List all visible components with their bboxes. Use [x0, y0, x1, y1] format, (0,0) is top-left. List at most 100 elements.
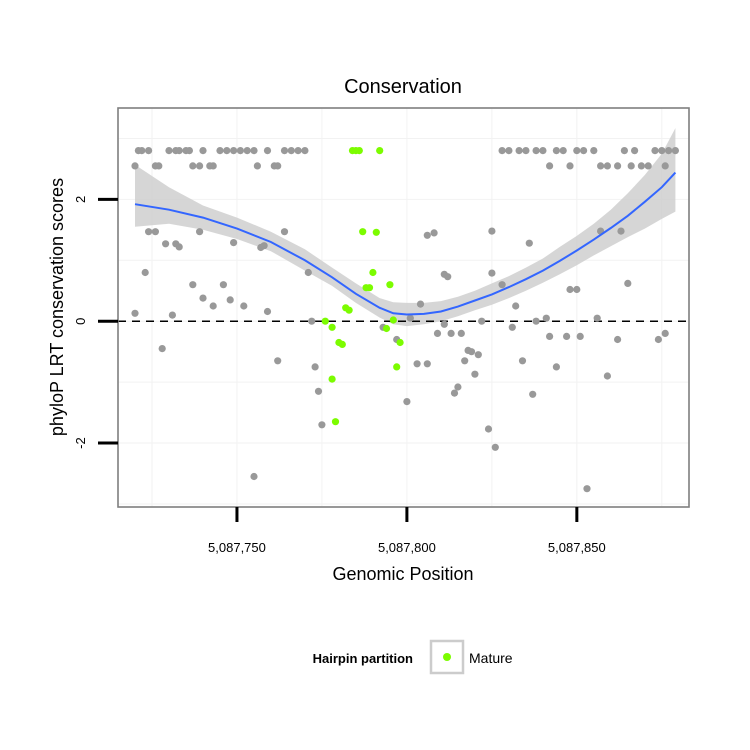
data-point-mature: [321, 317, 329, 325]
data-point-other: [559, 147, 567, 155]
data-point-other: [423, 231, 431, 239]
data-point-other: [484, 425, 493, 433]
smooth-line: [134, 171, 677, 316]
data-point-other: [440, 320, 448, 328]
data-point-other: [563, 332, 571, 340]
data-point-other: [430, 229, 438, 237]
data-point-other: [454, 383, 462, 391]
data-point-other: [223, 147, 231, 155]
x-axis-label: Genomic Position: [332, 564, 473, 584]
data-point-mature: [331, 418, 340, 426]
data-point-other: [617, 227, 625, 235]
data-point-other: [308, 317, 316, 325]
data-point-other: [240, 302, 248, 310]
data-point-other: [216, 147, 224, 155]
points-layer: [131, 147, 680, 493]
data-point-mature: [369, 268, 377, 277]
data-point-other: [155, 162, 163, 170]
data-point-other: [131, 309, 139, 317]
data-point-other: [209, 162, 217, 170]
data-point-other: [603, 372, 612, 380]
data-point-other: [280, 147, 289, 155]
data-point-other: [661, 329, 669, 337]
data-point-other: [593, 314, 601, 322]
data-point-other: [654, 335, 663, 344]
data-point-other: [189, 281, 197, 289]
data-point-other: [671, 147, 680, 155]
data-point-mature: [328, 375, 336, 383]
data-point-other: [590, 147, 598, 155]
data-point-mature: [338, 340, 346, 348]
data-point-other: [189, 162, 197, 170]
data-point-other: [522, 147, 530, 155]
data-point-other: [294, 147, 302, 155]
data-point-other: [512, 302, 520, 310]
data-point-other: [185, 147, 193, 155]
data-point-other: [447, 329, 455, 337]
data-point-other: [573, 285, 581, 294]
data-point-other: [631, 147, 639, 155]
data-point-other: [287, 147, 295, 155]
data-point-other: [457, 329, 465, 337]
data-point-other: [488, 269, 496, 277]
x-axis: 5,087,750 5,087,800 5,087,850: [208, 507, 606, 555]
y-tick-label: -2: [73, 437, 88, 449]
data-point-mature: [389, 316, 397, 324]
data-point-other: [474, 351, 482, 359]
data-point-other: [226, 296, 234, 304]
data-point-other: [546, 162, 554, 170]
data-point-other: [311, 363, 319, 371]
data-point-other: [413, 360, 421, 368]
data-point-other: [403, 398, 411, 406]
data-point-other: [573, 147, 581, 155]
legend-key-mature-dot: [443, 653, 451, 661]
y-axis: -2 0 2: [73, 196, 118, 449]
data-point-other: [263, 307, 272, 316]
y-axis-label: phyloP LRT conservation scores: [47, 178, 67, 436]
data-point-other: [406, 314, 414, 322]
data-point-other: [274, 357, 282, 365]
data-point-other: [199, 147, 207, 155]
x-tick-label: 5,087,750: [208, 540, 266, 555]
data-point-other: [301, 147, 309, 155]
data-point-other: [491, 443, 499, 451]
data-point-mature: [345, 306, 353, 314]
data-point-other: [304, 268, 312, 277]
data-point-other: [423, 360, 431, 368]
data-point-other: [576, 332, 584, 340]
data-point-other: [665, 147, 673, 155]
data-point-other: [542, 314, 550, 322]
data-point-other: [461, 357, 469, 365]
data-point-other: [532, 147, 540, 155]
data-point-other: [467, 348, 476, 356]
plot-panel-border: [117, 107, 690, 508]
data-point-other: [196, 162, 204, 170]
y-tick-label: 2: [73, 196, 88, 203]
data-point-other: [175, 147, 183, 155]
data-point-other: [318, 421, 326, 429]
data-point-other: [145, 228, 153, 236]
data-point-other: [508, 323, 516, 331]
data-point-other: [529, 390, 537, 398]
data-point-other: [546, 332, 554, 340]
data-point-other: [478, 317, 486, 325]
data-point-other: [260, 242, 268, 250]
data-point-mature: [382, 324, 391, 333]
data-point-other: [552, 147, 561, 155]
data-point-other: [515, 147, 523, 155]
legend-title: Hairpin partition: [313, 651, 413, 666]
data-point-other: [627, 162, 635, 170]
data-point-other: [566, 162, 574, 170]
data-point-other: [539, 147, 547, 155]
data-point-other: [658, 147, 666, 155]
data-point-other: [624, 279, 632, 287]
data-point-other: [597, 162, 605, 170]
data-point-other: [158, 345, 166, 353]
data-point-mature: [365, 284, 374, 292]
data-point-other: [253, 162, 261, 170]
data-point-other: [525, 239, 533, 247]
data-point-mature: [376, 147, 384, 155]
x-tick-label: 5,087,800: [378, 540, 436, 555]
data-point-other: [145, 147, 153, 155]
